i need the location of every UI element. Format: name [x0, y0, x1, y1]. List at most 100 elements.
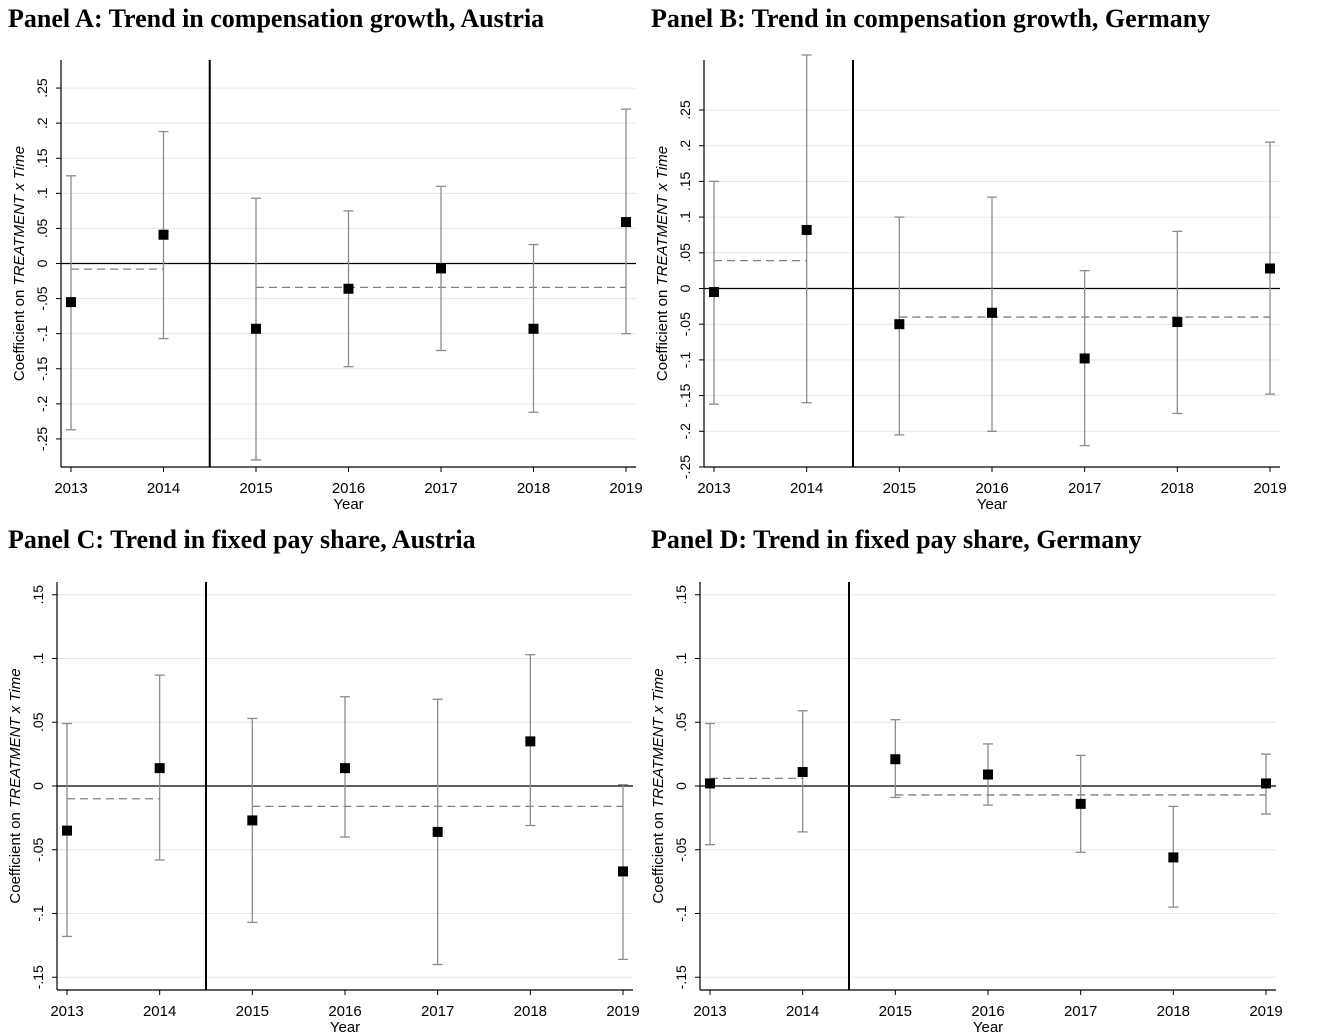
panel-d-y-axis-label-prefix: Coefficient on	[650, 808, 667, 904]
panel-a-x-axis-label: Year	[333, 496, 363, 513]
panel-a-x-tick-label: 2019	[609, 480, 642, 497]
panel-c-x-tick-label: 2016	[328, 1003, 361, 1020]
panel-b-y-tick-label: -.1	[677, 352, 693, 369]
panel-a-y-tick-label: -.1	[34, 325, 50, 342]
panel-a-y-tick-label: .15	[34, 148, 50, 168]
panel-d-x-tick-label: 2016	[971, 1003, 1004, 1020]
panel-d-x-tick-label: 2018	[1157, 1003, 1190, 1020]
panel-a-y-tick-label: -.15	[34, 356, 50, 380]
panel-b-x-tick-label: 2014	[790, 480, 823, 497]
panel-d-point	[1168, 852, 1179, 863]
panel-d-y-tick-label: -.05	[673, 837, 689, 861]
panel-a-x-tick-label: 2015	[239, 480, 272, 497]
panel-a-point	[158, 229, 169, 240]
panel-c-y-tick-label: -.05	[30, 837, 46, 861]
panel-c-y-tick-label: .15	[30, 585, 46, 605]
panel-a-x-tick-label: 2013	[54, 480, 87, 497]
panel-a-y-tick-label: 0	[34, 259, 50, 267]
panel-c-y-axis-label: Coefficient on TREATMENT x Time	[7, 668, 24, 903]
panel-b-y-axis-label-italic: TREATMENT x Time	[654, 146, 671, 286]
panel-a-y-tick-label: .1	[34, 187, 50, 199]
panel-c-point	[525, 736, 536, 747]
panel-c-x-tick-label: 2014	[143, 1003, 176, 1020]
panel-d-title: Panel D: Trend in fixed pay share, Germa…	[651, 525, 1142, 554]
panel-b-x-tick-label: 2019	[1253, 480, 1286, 497]
panel-b-y-axis-label-prefix: Coefficient on	[654, 285, 671, 381]
panel-b-point	[1079, 353, 1090, 364]
panel-d-point	[1261, 778, 1271, 789]
panel-a-y-tick-label: -.05	[34, 286, 50, 310]
panel-c-point	[154, 763, 165, 774]
panel-a-point	[528, 323, 539, 334]
panel-c-point	[340, 763, 350, 774]
panel-d-y-tick-label: -.15	[673, 965, 689, 989]
panel-c-x-tick-label: 2013	[50, 1003, 83, 1020]
panel-b-y-tick-label: .2	[677, 140, 693, 152]
panel-d-plot: -.15 -.1 -.05 0 .05 .1 .15 2013 2014 2015 2016 2017…	[650, 582, 1283, 1036]
panel-a-y-tick-label: -.25	[34, 427, 50, 451]
panel-c-title: Panel C: Trend in fixed pay share, Austr…	[8, 525, 476, 554]
panel-b-y-tick-label: -.15	[677, 383, 693, 407]
panel-b-title: Panel B: Trend in compensation growth, G…	[651, 4, 1211, 33]
panel-a-point	[436, 263, 446, 274]
panel-b-y-axis-label: Coefficient on TREATMENT x Time	[654, 146, 671, 381]
panel-b-y-tick-label: -.25	[677, 455, 693, 479]
panel-a-x-tick-label: 2018	[517, 480, 550, 497]
panel-b-y-tick-label: -.05	[677, 312, 693, 336]
panel-b-x-tick-label: 2018	[1161, 480, 1194, 497]
panel-c-point	[618, 866, 628, 877]
panel-b-x-tick-label: 2015	[883, 480, 916, 497]
panel-d-x-tick-label: 2017	[1064, 1003, 1097, 1020]
panel-b-point	[709, 287, 719, 298]
panel-b-x-tick-label: 2013	[697, 480, 730, 497]
panel-a-x-tick-label: 2016	[332, 480, 365, 497]
panel-a-y-axis-label: Coefficient on TREATMENT x Time	[11, 146, 28, 381]
panel-d-x-tick-label: 2015	[879, 1003, 912, 1020]
panel-b-x-tick-label: 2017	[1068, 480, 1101, 497]
panel-b-y-tick-label: .15	[677, 171, 693, 191]
panel-b-y-tick-label: -.2	[677, 423, 693, 440]
panel-d-x-tick-label: 2014	[786, 1003, 819, 1020]
panel-c-x-axis-label: Year	[330, 1019, 360, 1036]
panel-c-y-tick-label: -.1	[30, 905, 46, 922]
panel-a-point	[251, 323, 261, 334]
panel-c-x-tick-label: 2015	[236, 1003, 269, 1020]
panel-d-point	[890, 754, 901, 765]
panel-a-point	[343, 283, 354, 294]
panel-a-y-tick-label: -.2	[34, 395, 50, 412]
panel-c-point	[247, 815, 258, 826]
panel-b-y-tick-label: .05	[677, 243, 693, 263]
panel-a-title: Panel A: Trend in compensation growth, A…	[8, 4, 545, 33]
panel-d-y-tick-label: .1	[673, 652, 689, 664]
panel-d-y-tick-label: -.1	[673, 905, 689, 922]
panel-b-point	[894, 319, 905, 330]
panel-a-y-axis-label-italic: TREATMENT x Time	[11, 146, 28, 286]
panel-b-y-tick-label: .1	[677, 211, 693, 223]
panel-d-y-tick-label: .15	[673, 585, 689, 605]
panel-c-x-tick-label: 2019	[606, 1003, 639, 1020]
panel-d-y-tick-label: 0	[673, 782, 689, 790]
panel-c-y-axis-label-italic: TREATMENT x Time	[7, 668, 24, 808]
panel-b-point	[801, 224, 812, 235]
panel-a-y-tick-label: .05	[34, 218, 50, 238]
panel-d-point	[1075, 798, 1086, 809]
panel-a-y-axis-label-prefix: Coefficient on	[11, 285, 28, 381]
panel-c-x-tick-label: 2017	[421, 1003, 454, 1020]
panel-b-point	[1172, 317, 1183, 328]
panel-b-point	[1265, 263, 1275, 274]
panel-d-y-axis-label: Coefficient on TREATMENT x Time	[650, 668, 667, 903]
panel-d-point	[797, 766, 808, 777]
panel-a-point	[66, 297, 76, 308]
panel-d-y-axis-label-italic: TREATMENT x Time	[650, 668, 667, 808]
panel-b-x-tick-label: 2016	[975, 480, 1008, 497]
panel-b-x-axis-label: Year	[977, 496, 1007, 513]
panel-d-y-tick-label: .05	[673, 712, 689, 732]
panel-b-point	[987, 307, 997, 318]
panel-d-x-axis-label: Year	[973, 1019, 1003, 1036]
panel-d-point	[983, 769, 993, 780]
panel-a-y-tick-label: .25	[34, 78, 50, 98]
panel-b-y-tick-label: 0	[677, 284, 693, 292]
panel-c-y-axis-label-prefix: Coefficient on	[7, 808, 24, 904]
panel-d-x-tick-label: 2013	[693, 1003, 726, 1020]
